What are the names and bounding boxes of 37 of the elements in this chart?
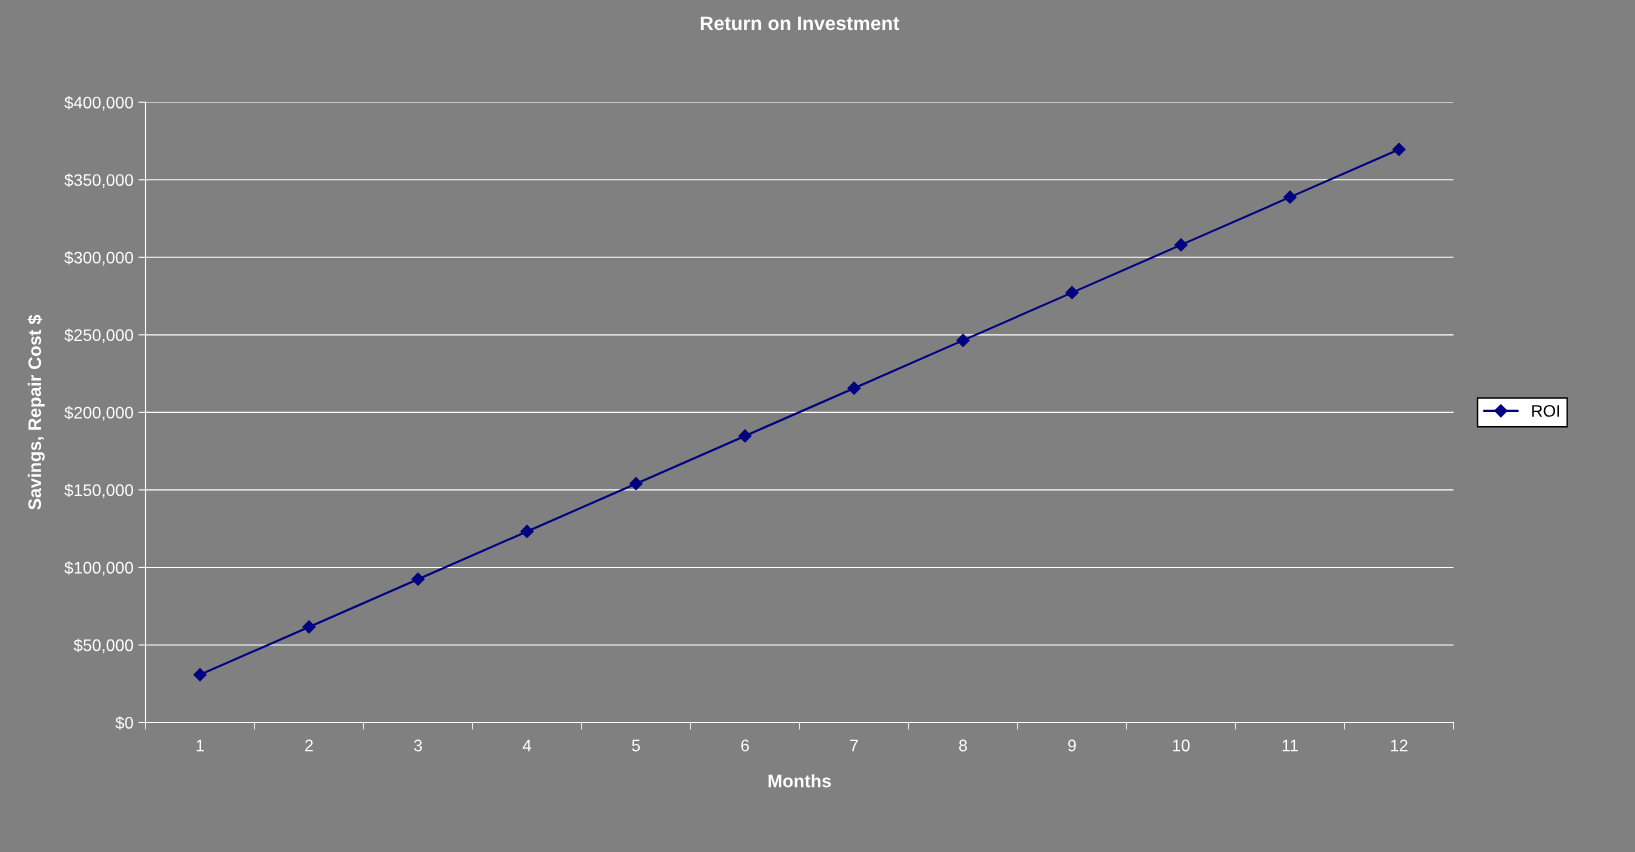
point <box>193 668 207 682</box>
x-tick-label: 5 <box>632 739 640 752</box>
point <box>956 333 970 348</box>
y-axis-title: Savings, Repair Cost $ <box>27 314 45 510</box>
point <box>1283 190 1297 204</box>
x-tick-label: 2 <box>305 739 313 752</box>
point <box>1065 286 1079 300</box>
point <box>738 429 752 443</box>
point <box>1392 142 1406 156</box>
y-tick-label: $0 <box>115 716 134 730</box>
y-tick-label: $150,000 <box>64 483 134 499</box>
legend-label: ROI <box>1532 405 1559 417</box>
x-axis-title: Months <box>768 774 831 788</box>
x-tick-label: 3 <box>414 739 422 752</box>
x-tick-label: 11 <box>1282 739 1298 752</box>
chart-title: Return on Investment <box>700 16 900 31</box>
point <box>847 381 861 395</box>
point <box>629 477 643 491</box>
x-tick-label: 1 <box>196 739 204 752</box>
y-tick-label: $250,000 <box>64 328 134 344</box>
point <box>1174 238 1188 252</box>
y-tick-label: $350,000 <box>64 173 134 188</box>
y-tick-label: $400,000 <box>64 95 134 111</box>
y-tick-label: $50,000 <box>73 638 134 654</box>
point <box>411 572 425 586</box>
x-tick-label: 12 <box>1391 739 1408 752</box>
point <box>302 620 316 634</box>
y-tick-label: $200,000 <box>64 406 134 421</box>
y-tick-label: $300,000 <box>64 251 134 266</box>
x-tick-label: 9 <box>1068 739 1076 752</box>
x-tick-label: 7 <box>850 739 858 752</box>
point <box>520 524 534 539</box>
x-tick-label: 10 <box>1173 739 1190 752</box>
x-tick-label: 8 <box>959 739 967 752</box>
x-tick-label: 6 <box>741 739 749 752</box>
y-tick-label: $100,000 <box>64 561 134 576</box>
x-tick-label: 4 <box>522 739 532 752</box>
